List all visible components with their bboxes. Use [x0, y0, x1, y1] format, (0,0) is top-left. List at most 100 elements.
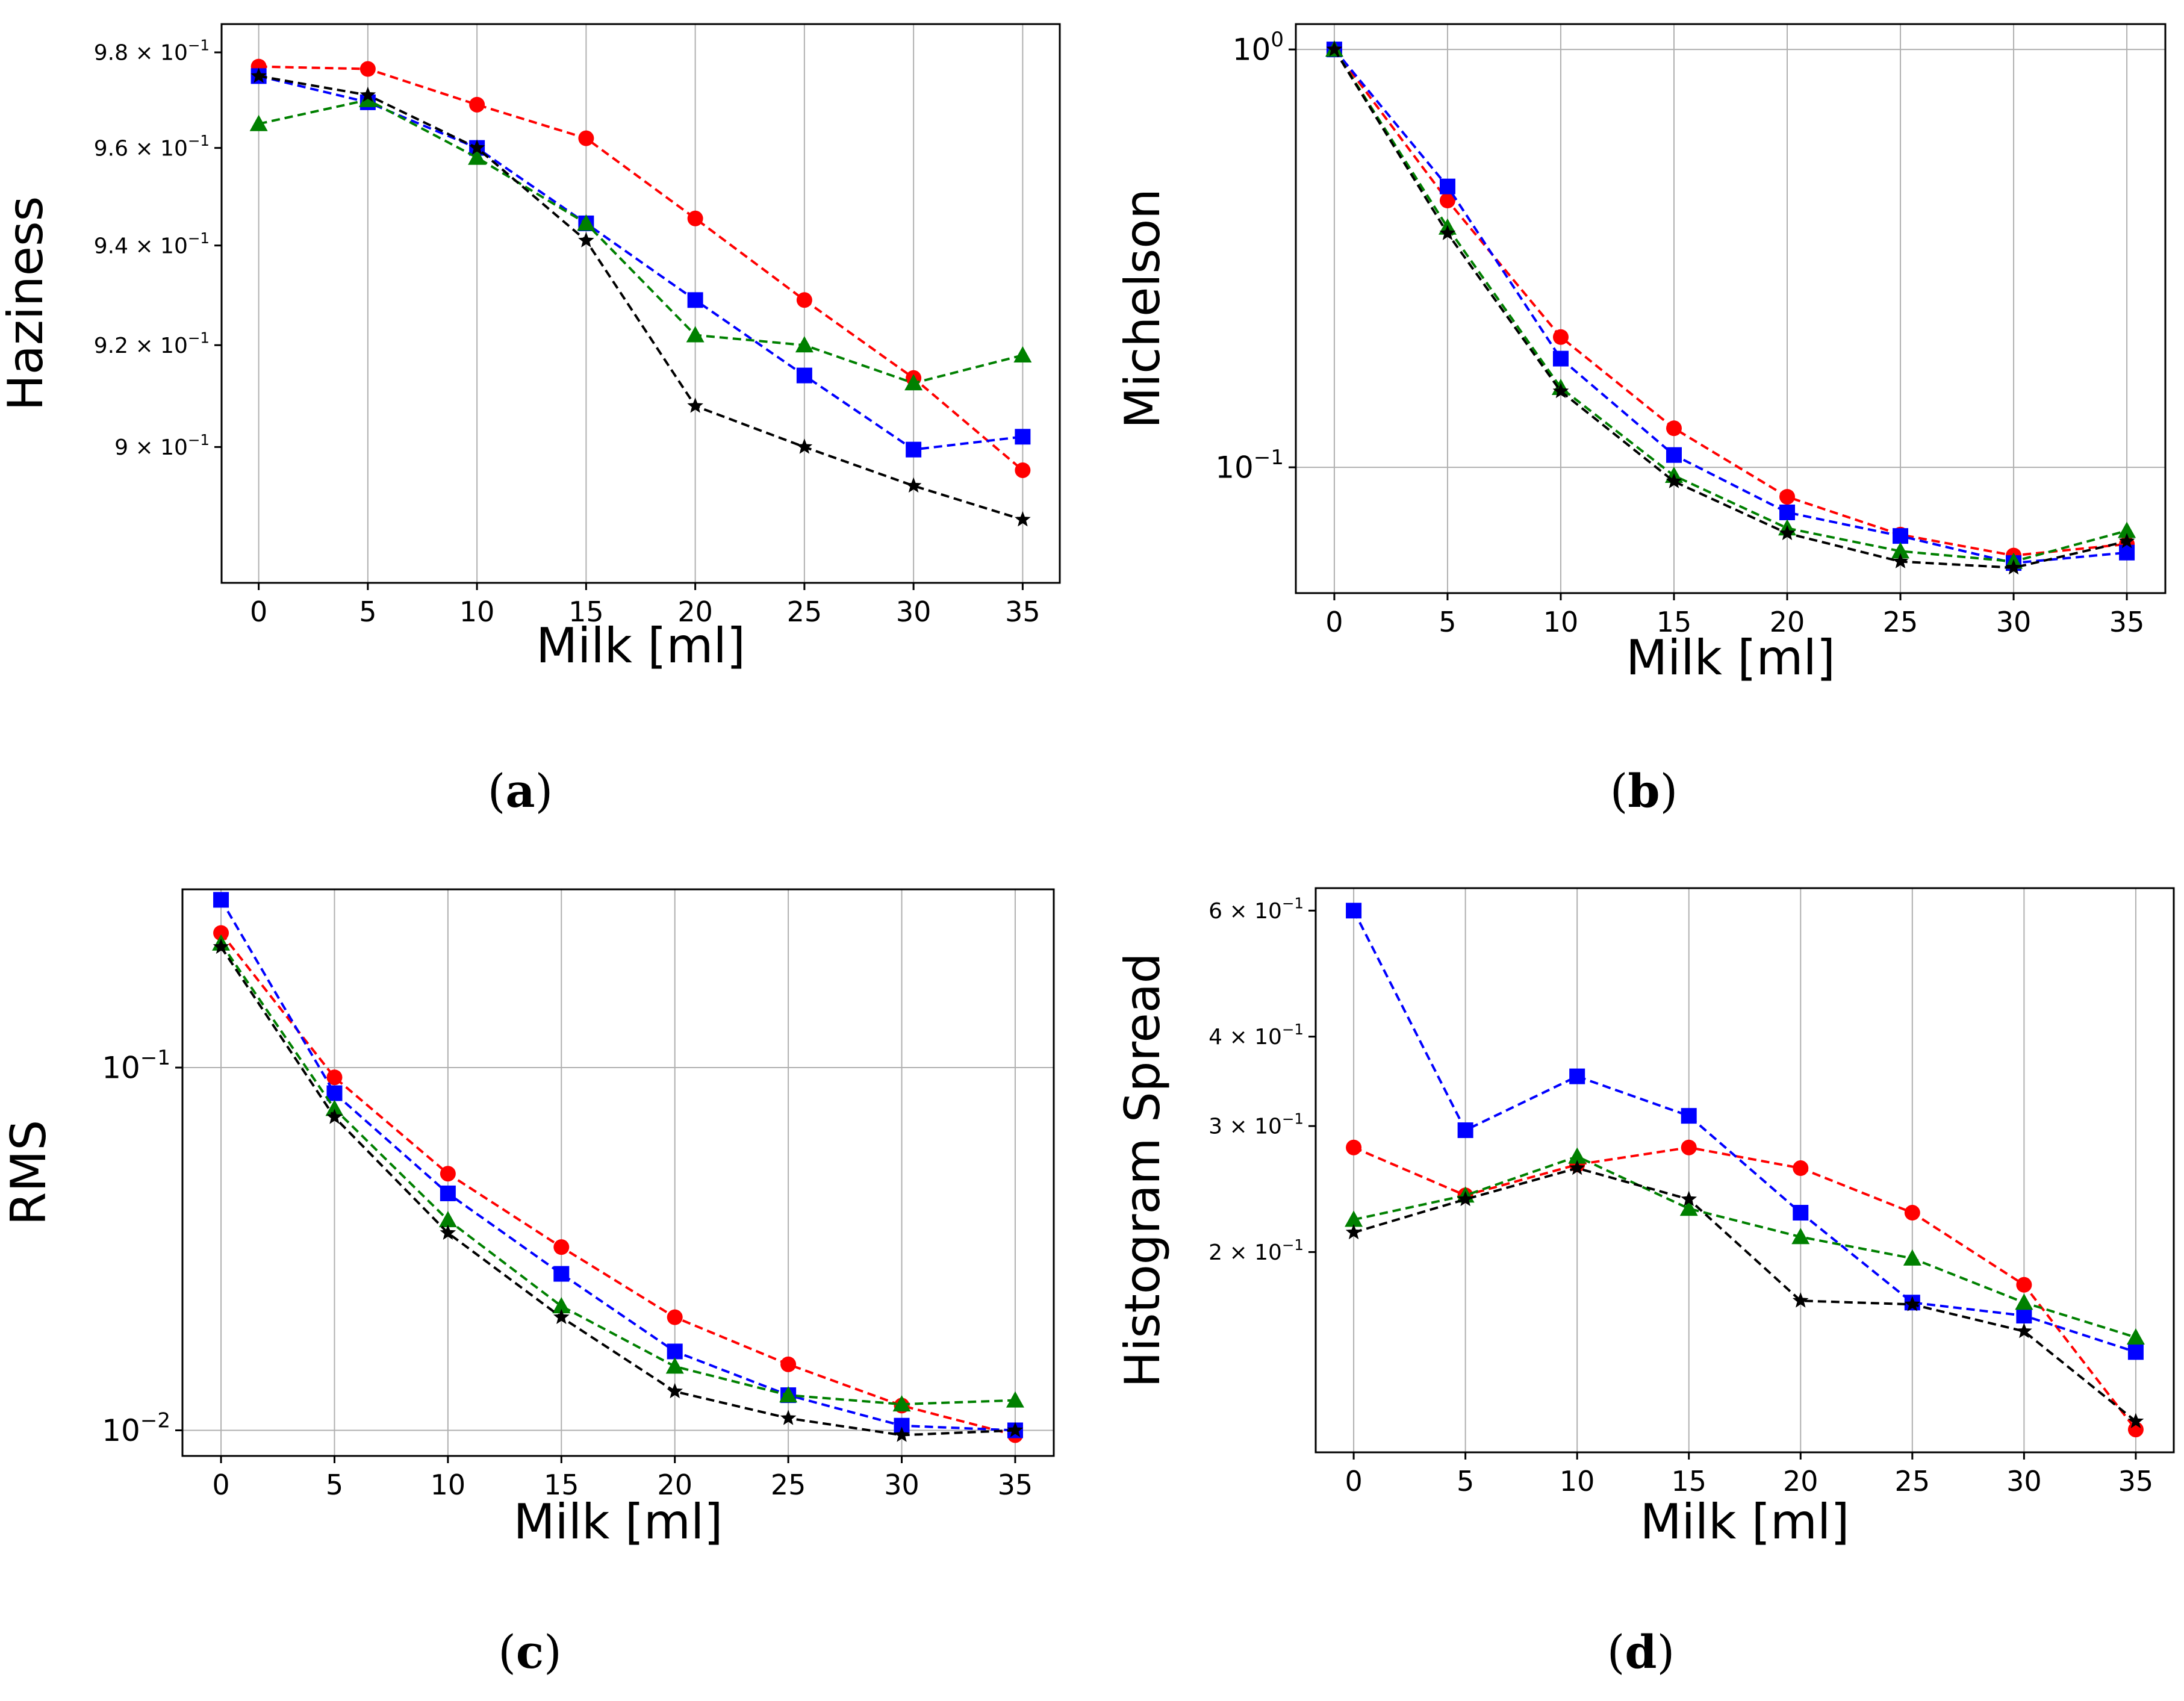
y-tick-label: 10−2 [102, 1408, 170, 1448]
series-line-red [1353, 1146, 2137, 1431]
x-axis-title: Milk [ml] [1626, 630, 1835, 686]
series-line-red [258, 65, 1024, 471]
panel-label: (c) [498, 1625, 562, 1679]
x-tick-label: 20 [677, 596, 713, 628]
x-tick-label: 5 [1439, 606, 1456, 638]
data-point-green [1568, 1147, 1587, 1164]
data-point-green [1006, 1391, 1024, 1408]
data-point-black [2127, 1413, 2144, 1428]
data-point-black [796, 438, 813, 454]
data-point-green [795, 336, 814, 353]
data-point-blue [1015, 429, 1031, 445]
x-tick-label: 15 [544, 1469, 579, 1501]
data-point-green [577, 214, 596, 231]
data-point-black [553, 1308, 570, 1324]
y-tick-label: 10−1 [1215, 446, 1284, 485]
x-tick-label: 30 [896, 596, 932, 628]
data-point-blue [1552, 350, 1569, 367]
series-line-green [1333, 49, 2127, 563]
data-point-blue [1569, 1068, 1585, 1084]
y-tick-label: 9.2 × 10−1 [94, 329, 210, 358]
data-point-green [438, 1211, 457, 1228]
series-line-red [220, 932, 1016, 1437]
x-tick-label: 0 [1325, 606, 1343, 638]
data-point-black [1457, 1190, 1473, 1207]
data-point-green [779, 1386, 798, 1403]
data-point-green [325, 1099, 344, 1116]
x-tick-label: 20 [657, 1469, 692, 1501]
x-tick-label: 30 [884, 1469, 919, 1501]
data-point-black [468, 139, 485, 155]
series-line-black [1353, 1166, 2137, 1423]
x-tick-label: 0 [212, 1469, 229, 1501]
data-point-black [440, 1224, 456, 1240]
y-axis-title: RMS [1, 1120, 57, 1225]
data-point-red [1552, 329, 1569, 345]
data-point-black [1779, 524, 1796, 541]
data-point-red [687, 210, 703, 226]
series-line-blue [220, 899, 1016, 1432]
data-point-black [1892, 553, 1909, 568]
data-point-blue [1457, 1122, 1473, 1139]
data-point-red [1793, 1160, 1809, 1177]
data-point-green [2015, 1293, 2033, 1310]
data-point-black [1439, 225, 1456, 240]
y-tick-label: 9.8 × 10−1 [94, 36, 210, 65]
x-tick-label: 25 [1895, 1465, 1930, 1497]
data-point-green [686, 326, 705, 343]
x-tick-label: 35 [1005, 596, 1041, 628]
x-tick-label: 35 [2109, 606, 2145, 638]
x-tick-label: 35 [2118, 1465, 2154, 1497]
data-point-green [1345, 1210, 1363, 1227]
x-tick-label: 30 [1996, 606, 2032, 638]
x-tick-label: 15 [1657, 606, 1692, 638]
data-point-black [780, 1410, 797, 1425]
data-point-red [578, 130, 594, 146]
data-point-red [326, 1069, 343, 1086]
y-tick-label: 6 × 10−1 [1209, 895, 1304, 924]
data-point-red [469, 96, 485, 113]
x-tick-label: 10 [1543, 606, 1579, 638]
data-point-blue [213, 892, 229, 908]
data-point-black [2016, 1322, 2032, 1339]
series-line-blue [258, 75, 1023, 451]
data-point-black [1015, 511, 1031, 527]
x-tick-label: 0 [1345, 1465, 1362, 1497]
data-point-blue [440, 1185, 456, 1201]
data-point-black [326, 1109, 343, 1124]
data-point-red [1681, 1139, 1697, 1155]
data-point-blue [796, 367, 812, 384]
x-tick-label: 10 [1560, 1465, 1595, 1497]
x-tick-label: 0 [250, 596, 267, 628]
chart-panel-b: 0 5 10 15 20 25 30 35 100 10−1 Milk [ml] Michelson (… [1115, 23, 2167, 818]
y-tick-label: 2 × 10−1 [1209, 1236, 1304, 1265]
plot-frame [181, 888, 1055, 1457]
x-axis-title: Milk [ml] [1640, 1494, 1850, 1550]
panel-label: (d) [1607, 1625, 1675, 1679]
data-point-green [1891, 542, 1910, 559]
x-tick-label: 30 [2006, 1465, 2042, 1497]
data-point-black [1681, 1190, 1697, 1207]
data-point-green [892, 1395, 911, 1412]
data-point-black [1904, 1296, 1921, 1311]
data-point-red [1666, 420, 1682, 437]
plot-frame [1314, 887, 2175, 1454]
data-point-blue [667, 1343, 683, 1360]
panel-label: (b) [1610, 764, 1678, 818]
x-tick-label: 15 [1671, 1465, 1706, 1497]
data-point-green [904, 374, 923, 391]
chart-panel-d: 0 5 10 15 20 25 30 35 6 × 10−1 4 × 10−1 3 × 10−1 2 … [1115, 887, 2175, 1679]
series-line-red [1333, 48, 2127, 557]
data-point-blue [1346, 903, 1362, 919]
data-point-red [2016, 1277, 2032, 1293]
y-tick-label: 9.4 × 10−1 [94, 229, 210, 258]
y-axis-title: Histogram Spread [1115, 953, 1171, 1387]
data-point-red [1439, 193, 1455, 209]
series-line-blue [1352, 910, 2136, 1354]
data-point-blue [1779, 504, 1796, 520]
plot-frame [1295, 23, 2167, 594]
data-point-red [667, 1309, 683, 1325]
data-point-black [1552, 382, 1569, 399]
data-point-black [1345, 1224, 1362, 1240]
data-point-red [440, 1166, 456, 1182]
